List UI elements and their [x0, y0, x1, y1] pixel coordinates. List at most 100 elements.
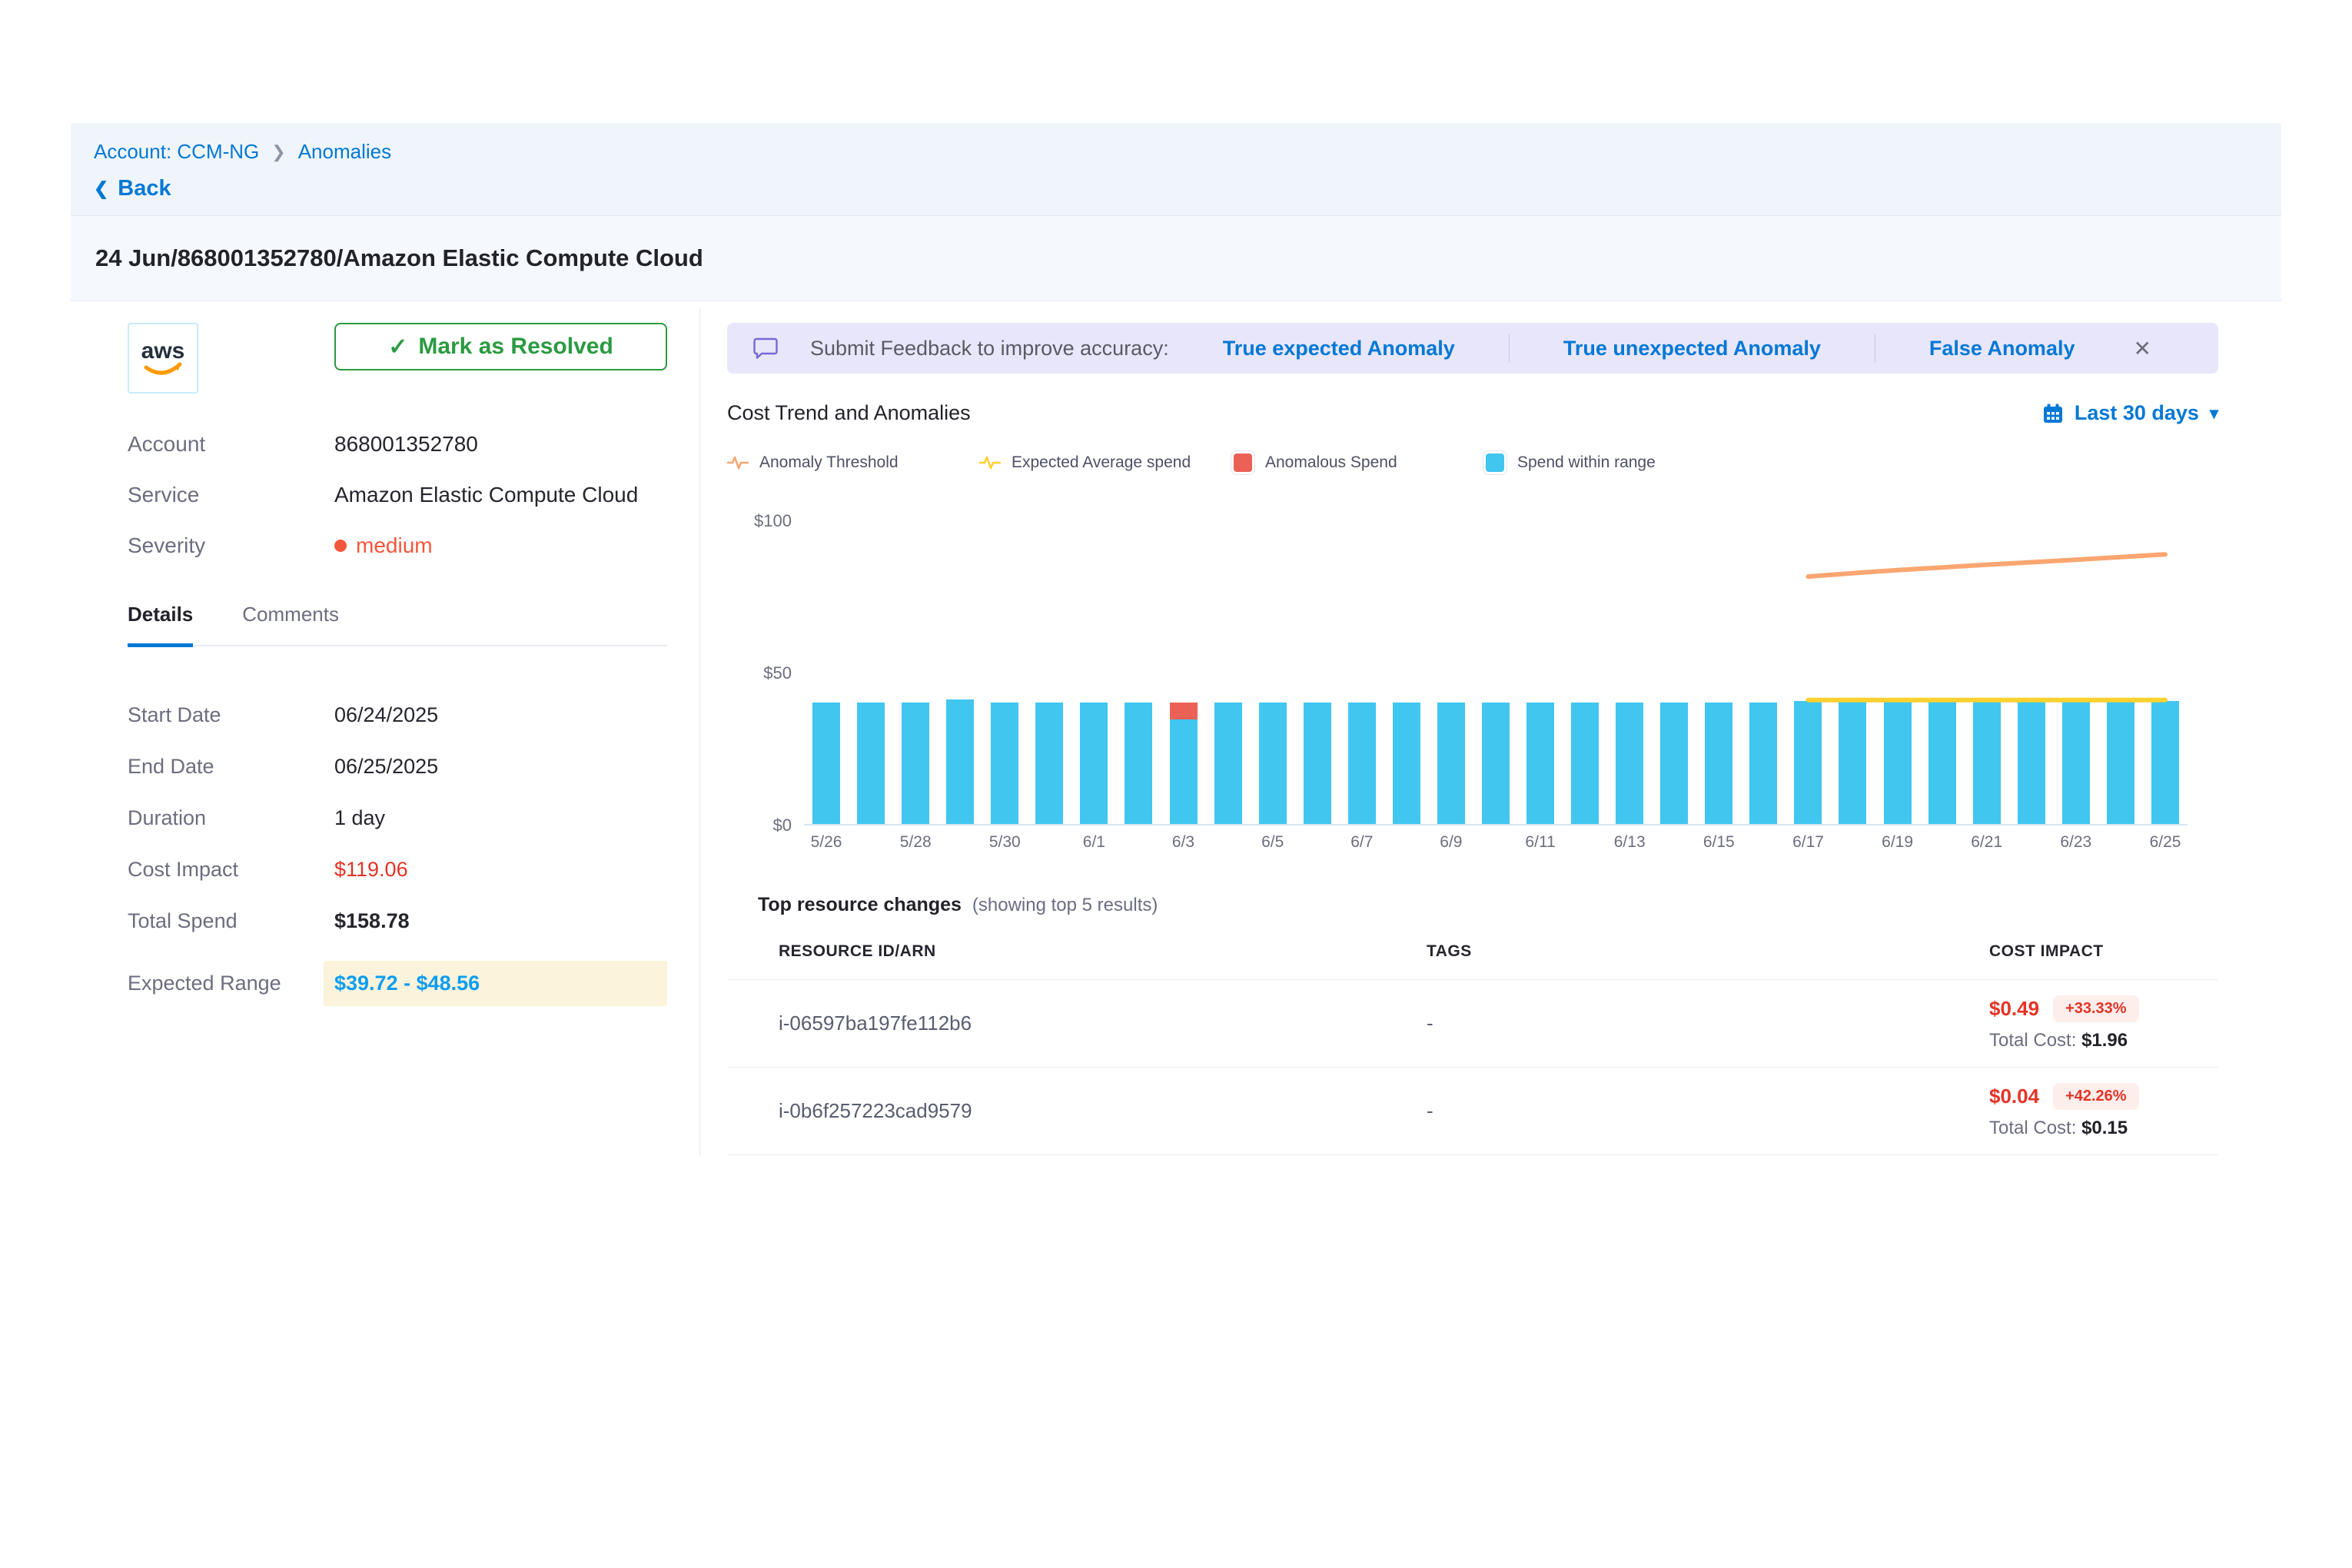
- bar-6/3: [1161, 520, 1206, 824]
- x-axis-labels: 5/265/285/306/16/36/56/76/96/116/136/156…: [804, 833, 2188, 864]
- bar-6/5: [1251, 520, 1295, 824]
- column-resource-id: RESOURCE ID/ARN: [779, 942, 1427, 961]
- table-row: i-06597ba197fe112b6 - $0.49 +33.33% Tota…: [727, 980, 2218, 1068]
- detail-label: End Date: [128, 755, 334, 779]
- true-unexpected-anomaly-button[interactable]: True unexpected Anomaly: [1542, 337, 1842, 360]
- end-date-value: 06/25/2025: [334, 755, 667, 779]
- bar-6/9: [1429, 520, 1473, 824]
- start-date-value: 06/24/2025: [334, 703, 667, 727]
- bar-6/1: [1071, 520, 1116, 824]
- anomaly-chart-panel: Submit Feedback to improve accuracy: Tru…: [727, 323, 2218, 1155]
- tags-value: -: [1427, 1012, 1989, 1035]
- time-range-dropdown[interactable]: Last 30 days ▾: [2042, 401, 2218, 425]
- x-tick: 6/17: [1792, 833, 1824, 852]
- detail-label: Start Date: [128, 703, 334, 727]
- red-swatch-icon: [1231, 451, 1254, 474]
- x-tick: 6/13: [1614, 833, 1646, 852]
- check-icon: ✓: [388, 334, 407, 360]
- total-spend-value: $158.78: [334, 909, 667, 933]
- bar-6/13: [1607, 520, 1652, 824]
- cost-trend-chart: $100 $50 $0 5/265/285/306/16/36/56/76/96…: [727, 520, 2218, 882]
- zigzag-line-icon: [979, 454, 1001, 471]
- chart-legend: Anomaly Threshold Expected Average spend…: [727, 451, 2218, 474]
- bar-5/27: [849, 520, 893, 824]
- anomaly-summary-panel: aws ✓ Mark as Resolved Account 868001352…: [128, 323, 667, 1006]
- total-cost-label: Total Cost:: [1989, 1118, 2076, 1138]
- y-tick: $0: [730, 816, 792, 835]
- bar-5/29: [938, 520, 982, 824]
- severity-badge: medium: [334, 533, 667, 558]
- bar-6/12: [1563, 520, 1607, 824]
- breadcrumb-band: Account: CCM-NG ❯ Anomalies ❮ Back: [71, 123, 2281, 216]
- true-expected-anomaly-button[interactable]: True expected Anomaly: [1201, 337, 1477, 360]
- zigzag-line-icon: [727, 454, 749, 471]
- x-tick: 5/28: [900, 833, 932, 852]
- bar-6/25: [2143, 520, 2188, 824]
- x-tick: 6/9: [1440, 833, 1462, 852]
- bar-6/17: [1786, 520, 1830, 824]
- calendar-icon: [2042, 403, 2064, 424]
- chart-title: Cost Trend and Anomalies: [727, 401, 971, 425]
- bar-6/11: [1518, 520, 1563, 824]
- summary-label: Severity: [128, 533, 334, 558]
- bar-6/10: [1473, 520, 1518, 824]
- chart-header: Cost Trend and Anomalies Last 30 days ▾: [727, 401, 2218, 425]
- false-anomaly-button[interactable]: False Anomaly: [1908, 337, 2097, 360]
- page-title: 24 Jun/868001352780/Amazon Elastic Compu…: [95, 244, 703, 272]
- bar-5/28: [893, 520, 938, 824]
- resource-id: i-06597ba197fe112b6: [779, 1012, 1427, 1035]
- bar-6/14: [1652, 520, 1696, 824]
- total-cost-value: $1.96: [2081, 1030, 2128, 1051]
- logo-row: aws ✓ Mark as Resolved: [128, 323, 667, 394]
- x-tick: 5/30: [989, 833, 1021, 852]
- blue-swatch-icon: [1483, 451, 1507, 474]
- tags-value: -: [1427, 1099, 1989, 1123]
- column-tags: TAGS: [1427, 942, 1989, 961]
- svg-text:aws: aws: [141, 338, 185, 364]
- bar-5/31: [1027, 520, 1071, 824]
- expected-range-value: $39.72 - $48.56: [324, 961, 667, 1006]
- bar-series: [804, 520, 2188, 824]
- speech-bubble-icon: [753, 337, 778, 360]
- feedback-divider: [1509, 334, 1510, 363]
- service-value: Amazon Elastic Compute Cloud: [334, 483, 667, 507]
- time-range-label: Last 30 days: [2075, 401, 2199, 425]
- cost-impact-amount: $0.49: [1989, 997, 2039, 1021]
- x-tick: 6/25: [2150, 833, 2181, 852]
- bar-6/15: [1696, 520, 1741, 824]
- y-tick: $50: [730, 663, 792, 683]
- bar-6/19: [1875, 520, 1920, 824]
- mark-as-resolved-button[interactable]: ✓ Mark as Resolved: [334, 323, 667, 370]
- bar-6/23: [2054, 520, 2098, 824]
- feedback-bar: Submit Feedback to improve accuracy: Tru…: [727, 323, 2218, 374]
- detail-label: Expected Range: [128, 972, 334, 995]
- close-icon[interactable]: ✕: [2133, 336, 2151, 361]
- top-resource-changes-section: Top resource changes (showing top 5 resu…: [727, 894, 2218, 1155]
- legend-item-anomalous-spend: Anomalous Spend: [1231, 451, 1483, 474]
- cost-impact-cell: $0.04 +42.26% Total Cost: $0.15: [1989, 1083, 2218, 1139]
- breadcrumb-anomalies-link[interactable]: Anomalies: [298, 140, 391, 164]
- total-cost-value: $0.15: [2081, 1118, 2128, 1138]
- bar-6/21: [1965, 520, 2009, 824]
- aws-provider-icon: aws: [128, 323, 198, 394]
- chevron-left-icon: ❮: [94, 178, 108, 199]
- cost-impact-value: $119.06: [334, 858, 667, 882]
- x-tick: 6/11: [1525, 833, 1555, 852]
- legend-item-expected-average-spend: Expected Average spend: [979, 453, 1231, 472]
- bar-6/4: [1206, 520, 1251, 824]
- tab-comments[interactable]: Comments: [242, 603, 339, 645]
- bar-6/20: [1920, 520, 1965, 824]
- cost-impact-cell: $0.49 +33.33% Total Cost: $1.96: [1989, 995, 2218, 1051]
- breadcrumb-account-link[interactable]: Account: CCM-NG: [94, 140, 259, 164]
- total-cost-label: Total Cost:: [1989, 1030, 2076, 1051]
- feedback-prompt: Submit Feedback to improve accuracy:: [810, 337, 1169, 360]
- x-tick: 6/19: [1882, 833, 1913, 852]
- resource-changes-table: RESOURCE ID/ARN TAGS COST IMPACT i-06597…: [727, 942, 2218, 1155]
- tab-details[interactable]: Details: [128, 603, 193, 647]
- summary-label: Service: [128, 483, 334, 507]
- back-button[interactable]: ❮ Back: [94, 176, 2281, 201]
- account-value: 868001352780: [334, 432, 667, 457]
- resolve-button-label: Mark as Resolved: [418, 334, 613, 360]
- bar-5/26: [804, 520, 849, 824]
- bar-6/6: [1295, 520, 1340, 824]
